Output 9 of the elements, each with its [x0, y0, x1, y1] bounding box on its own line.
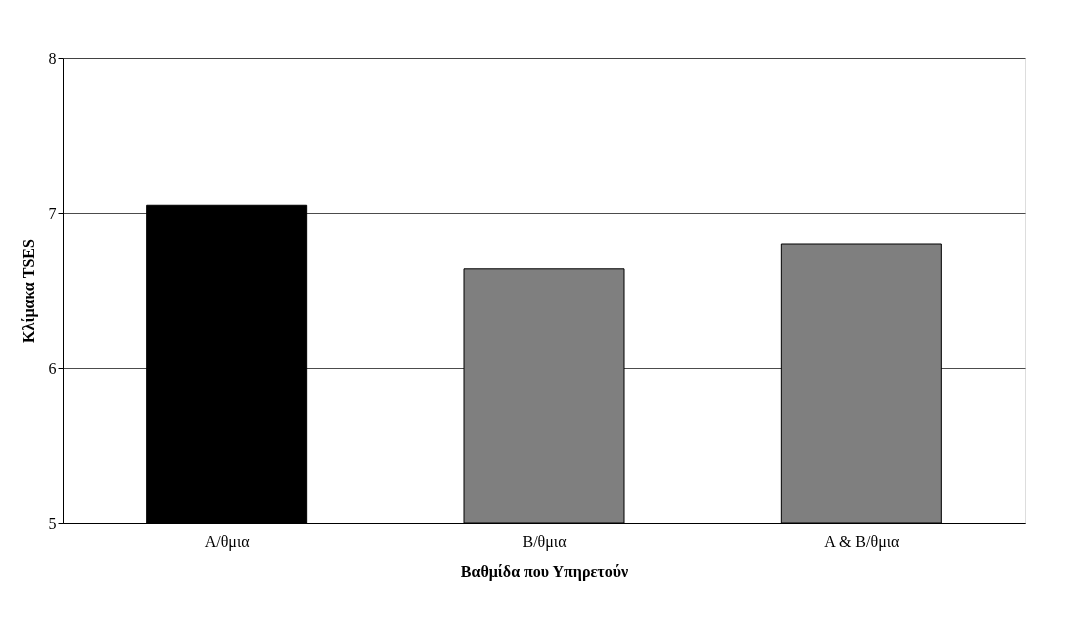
x-tick-label: A & B/θμια	[824, 532, 901, 551]
x-tick-label: B/θμια	[522, 532, 568, 551]
y-tick-label: 6	[48, 359, 57, 377]
y-axis-title: Κλίμακα TSES	[19, 239, 38, 343]
y-tick-label: 8	[48, 49, 57, 67]
x-axis-title: Βαθμίδα που Υπηρετούν	[460, 562, 629, 581]
x-tick-label: A/θμια	[204, 532, 251, 551]
y-tick-label: 5	[48, 514, 57, 532]
y-tick-label: 7	[48, 204, 57, 222]
